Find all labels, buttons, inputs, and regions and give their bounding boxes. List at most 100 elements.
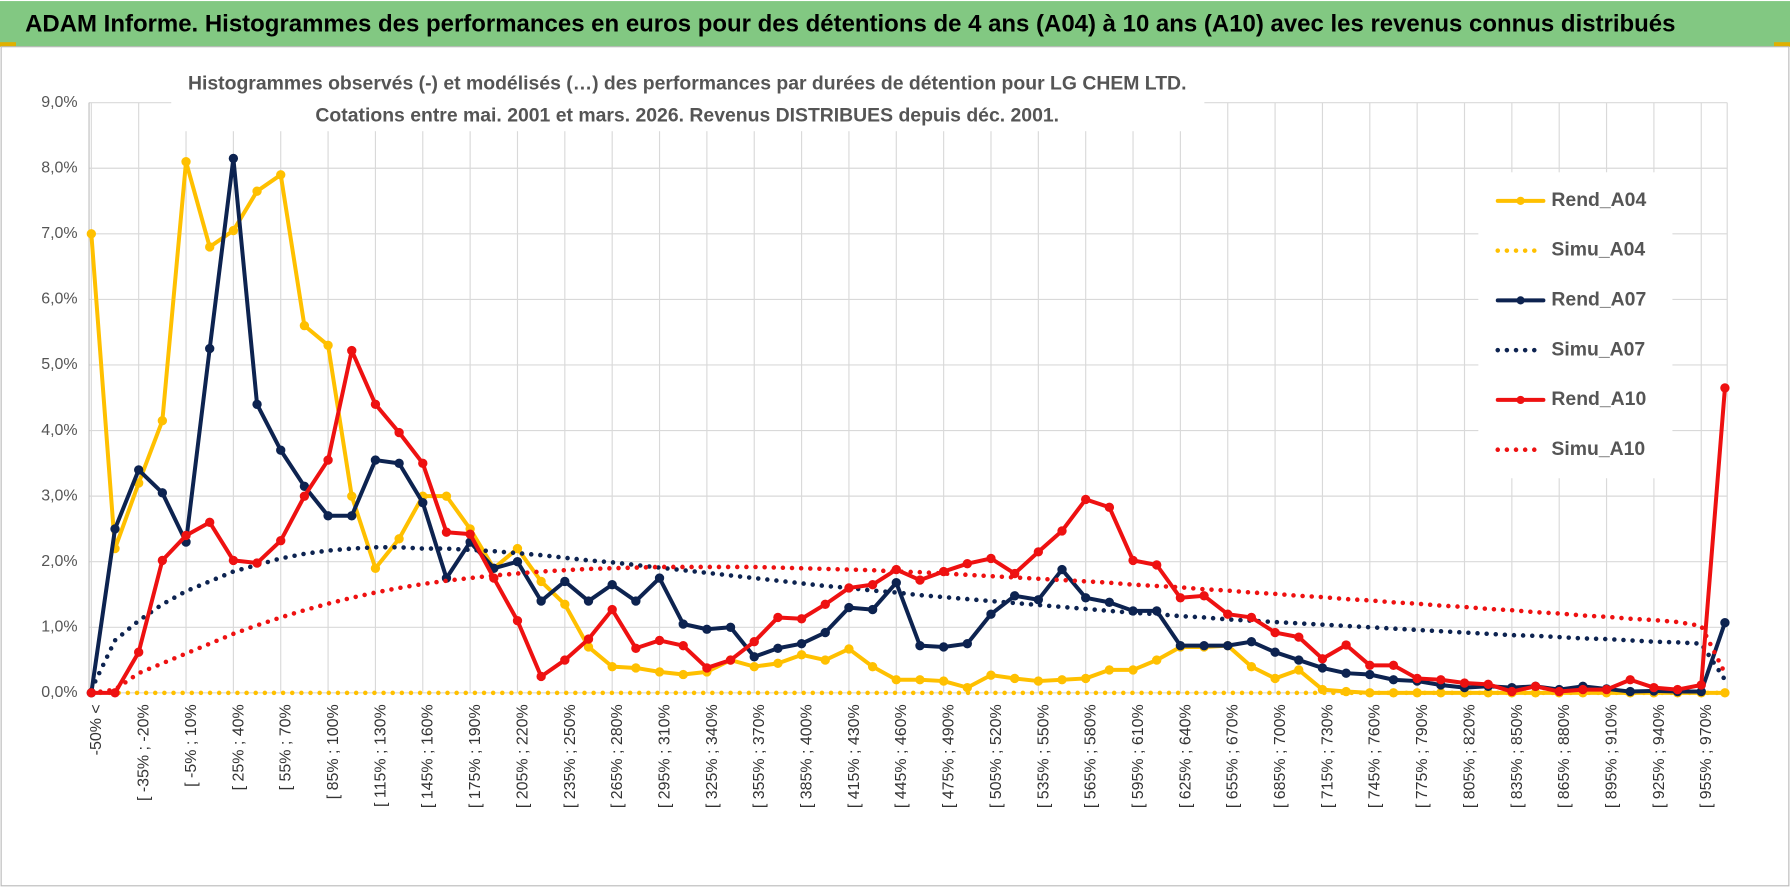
x-tick-label: [ 715% ; 730% (1319, 704, 1336, 808)
point (1081, 593, 1091, 603)
point (205, 343, 215, 354)
point (1199, 640, 1209, 651)
point (181, 530, 191, 541)
point (347, 491, 357, 501)
x-tick-label: [ 445% ; 460% (893, 704, 910, 808)
point (678, 669, 688, 680)
point (1388, 675, 1399, 685)
legend-label: Simu_A07 (1551, 338, 1645, 360)
point (749, 652, 759, 662)
point (512, 616, 523, 626)
point (749, 637, 759, 647)
x-tick-label: [ 295% ; 310% (656, 704, 673, 808)
point (1649, 682, 1659, 693)
x-tick-label: [ 865% ; 880% (1556, 704, 1573, 808)
point (1341, 640, 1351, 650)
point (133, 465, 144, 475)
x-tick-label: [ 595% ; 610% (1130, 704, 1147, 808)
point (1104, 502, 1115, 512)
point (1341, 668, 1351, 678)
point (560, 655, 570, 665)
x-tick-label: [ 805% ; 820% (1461, 704, 1478, 808)
point (1720, 618, 1730, 628)
point (962, 639, 972, 649)
point (867, 604, 878, 615)
point (1246, 661, 1257, 672)
x-tick-label: [ 145% ; 160% (420, 704, 437, 808)
point (1578, 684, 1588, 695)
subtitle-bg (171, 101, 1205, 132)
point (205, 517, 215, 528)
x-tick-label: [ 265% ; 280% (609, 704, 626, 808)
point (1033, 547, 1044, 557)
point (1317, 663, 1328, 673)
subtitle-bg (171, 69, 1205, 100)
point (654, 635, 665, 646)
point (536, 671, 546, 682)
point (1128, 555, 1138, 566)
x-tick-label: [ 55% ; 70% (278, 704, 295, 790)
point (1459, 678, 1470, 688)
point (1009, 673, 1020, 684)
point (228, 225, 239, 236)
point (725, 655, 736, 665)
x-tick-label: [ 325% ; 340% (704, 704, 721, 808)
point (702, 624, 712, 634)
point (1294, 632, 1304, 642)
x-tick-label: [ 355% ; 370% (751, 704, 768, 808)
point (1625, 686, 1635, 697)
point (915, 675, 925, 685)
x-tick-label: [ 175% ; 190% (467, 704, 484, 808)
point (418, 498, 428, 508)
legend-label: Rend_A07 (1551, 289, 1646, 311)
x-tick-label: [ 685% ; 700% (1272, 704, 1289, 808)
point (1294, 665, 1304, 675)
y-tick-label: 8,0% (41, 159, 77, 176)
x-tick-label: [ 85% ; 100% (325, 704, 342, 799)
x-tick-label: [ 205% ; 220% (514, 704, 531, 808)
point (607, 661, 617, 672)
legend-box (1478, 172, 1673, 479)
legend-label: Rend_A04 (1551, 189, 1646, 211)
point (1009, 591, 1020, 601)
point (820, 655, 830, 665)
point (1365, 660, 1375, 671)
point (157, 555, 168, 566)
point (1152, 655, 1162, 665)
point (607, 604, 617, 615)
point (205, 242, 215, 252)
point (110, 688, 120, 698)
point (1530, 681, 1541, 691)
y-tick-label: 4,0% (41, 422, 77, 439)
point (938, 642, 949, 652)
observed-line (89, 156, 1727, 695)
point (1128, 665, 1138, 675)
legend-marker (1516, 296, 1525, 305)
point (1175, 640, 1186, 651)
y-tick-label: 1,0% (41, 619, 77, 636)
point (1223, 640, 1233, 651)
x-tick-label: [ 955% ; 970% (1698, 704, 1715, 808)
y-tick-label: 3,0% (41, 487, 77, 504)
point (867, 661, 878, 672)
point (347, 345, 357, 356)
point (465, 529, 475, 539)
point (536, 576, 546, 587)
point (1554, 686, 1564, 697)
point (844, 602, 854, 613)
point (512, 543, 523, 554)
point (891, 578, 901, 588)
point (370, 455, 381, 465)
point (583, 596, 594, 606)
point (654, 667, 665, 677)
point (228, 555, 239, 566)
point (773, 643, 783, 653)
point (844, 644, 854, 654)
point (323, 511, 333, 521)
point (702, 663, 712, 673)
x-tick-label: [ 115% ; 130% (372, 704, 389, 807)
corner (1774, 42, 1790, 47)
y-tick-label: 0,0% (41, 684, 77, 701)
point (631, 663, 641, 673)
point (962, 558, 972, 569)
